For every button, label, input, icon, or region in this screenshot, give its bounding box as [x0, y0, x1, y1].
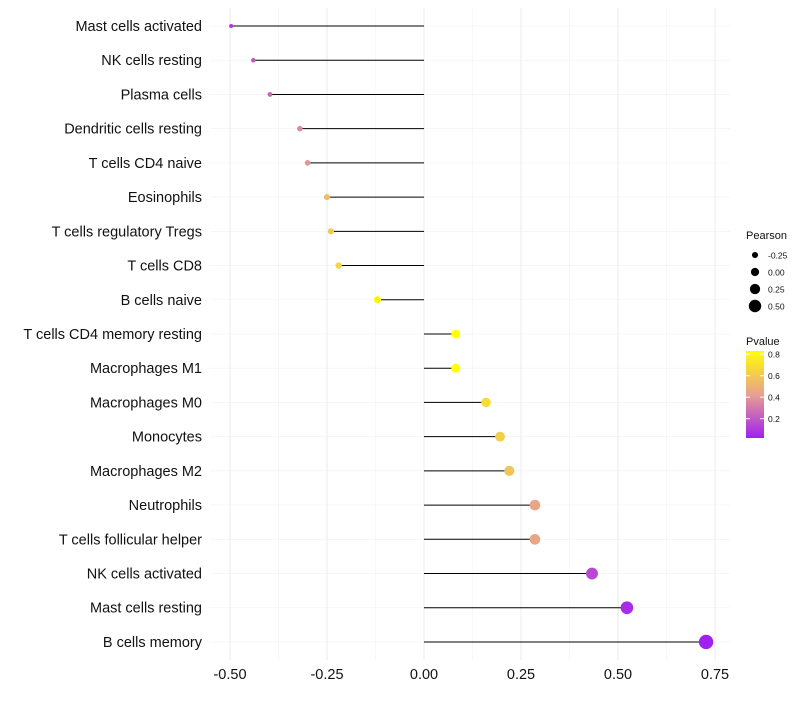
color-bar: [746, 351, 764, 438]
color-legend-label: 0.8: [768, 350, 780, 360]
color-legend-label: 0.2: [768, 414, 780, 424]
data-point: [698, 634, 714, 650]
x-tick-label: 0.25: [507, 667, 535, 683]
size-legend-label: 0.00: [768, 268, 785, 278]
x-tick-label: 0.00: [410, 667, 438, 683]
data-point: [495, 431, 505, 442]
y-tick-label: T cells CD8: [127, 259, 202, 275]
y-tick-label: Monocytes: [132, 430, 202, 446]
data-point: [586, 567, 598, 580]
y-tick-label: B cells memory: [103, 635, 203, 651]
y-tick-label: Mast cells resting: [90, 601, 202, 617]
y-tick-label: Plasma cells: [121, 87, 202, 103]
size-legend-label: 0.25: [768, 285, 785, 295]
size-legend-key: [750, 267, 760, 277]
y-tick-label: Dendritic cells resting: [64, 122, 202, 138]
x-tick-label: -0.50: [213, 667, 246, 683]
color-legend-label: 0.6: [768, 371, 780, 381]
x-tick-label: 0.75: [701, 667, 729, 683]
data-point: [229, 23, 234, 29]
data-point: [481, 397, 491, 408]
color-legend-title: Pvalue: [746, 336, 780, 348]
y-tick-label: B cells naive: [121, 293, 202, 309]
x-tick-label: -0.25: [310, 667, 343, 683]
size-legend-key: [749, 283, 761, 295]
data-point: [373, 296, 382, 304]
y-tick-label: T cells follicular helper: [59, 532, 202, 548]
data-point: [529, 533, 541, 545]
y-tick-label: Eosinophils: [128, 190, 202, 206]
size-legend-title: Pearson: [746, 230, 787, 242]
data-point: [297, 125, 303, 132]
y-tick-label: NK cells activated: [87, 567, 202, 583]
data-point: [251, 57, 256, 63]
y-tick-label: Macrophages M0: [90, 395, 202, 411]
y-tick-label: T cells CD4 memory resting: [23, 327, 202, 343]
size-legend-key: [751, 251, 759, 259]
data-point: [267, 92, 273, 97]
y-tick-label: T cells regulatory Tregs: [52, 224, 202, 240]
data-point: [335, 262, 342, 269]
size-legend-label: -0.25: [768, 251, 788, 261]
y-tick-label: T cells CD4 naive: [89, 156, 202, 172]
size-legend-label: 0.50: [768, 302, 785, 312]
data-point: [451, 363, 461, 373]
data-point: [304, 160, 311, 166]
data-point: [504, 465, 515, 476]
x-tick-label: 0.50: [604, 667, 632, 683]
y-tick-label: Neutrophils: [129, 498, 202, 514]
data-point: [327, 228, 334, 235]
y-tick-label: Macrophages M2: [90, 464, 202, 480]
data-point: [323, 194, 331, 201]
color-legend-label: 0.4: [768, 393, 780, 403]
data-point: [529, 499, 541, 511]
data-point: [451, 329, 461, 339]
y-tick-label: Macrophages M1: [90, 361, 202, 377]
data-point: [620, 601, 634, 615]
y-tick-label: Mast cells activated: [75, 19, 202, 35]
y-tick-label: NK cells resting: [101, 53, 202, 69]
size-legend-key: [748, 299, 762, 313]
